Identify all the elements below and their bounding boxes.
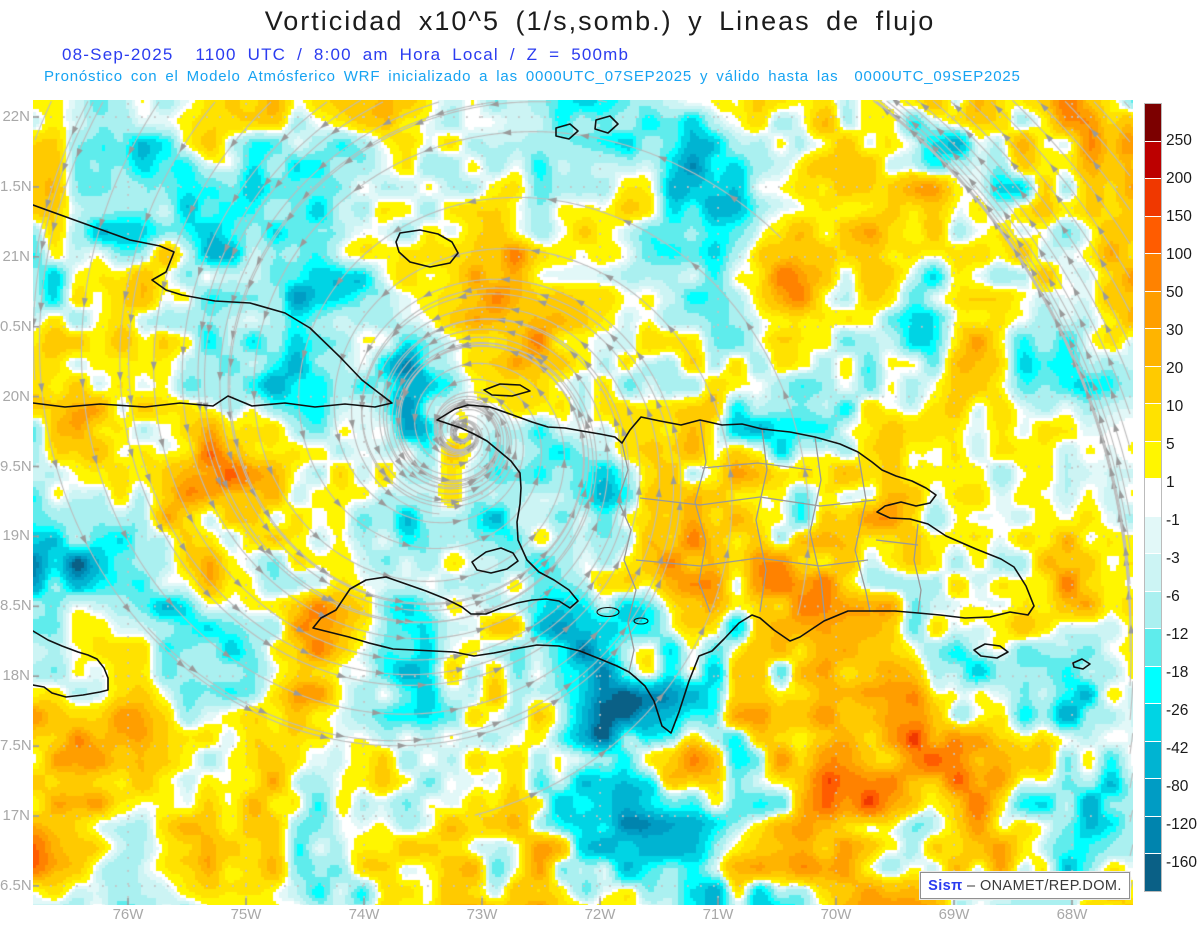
colorbar-tick-label: -42 [1166,740,1189,757]
vorticity-field-canvas [33,100,1133,905]
colorbar-segment [1145,366,1161,404]
colorbar-segment [1145,779,1161,817]
colorbar-tick-label: 200 [1166,170,1192,187]
map-area [33,100,1133,905]
lon-tick-label: 72W [584,906,616,923]
colorbar-segment [1145,629,1161,667]
colorbar-tick-label: 5 [1166,436,1175,453]
colorbar-segment [1145,554,1161,592]
lon-tick-label: 76W [112,906,144,923]
colorbar-segment [1145,816,1161,854]
colorbar-tick-label: -80 [1166,778,1189,795]
colorbar-segment [1145,291,1161,329]
colorbar-segment [1145,441,1161,479]
watermark-org: ONAMET/REP.DOM. [979,877,1122,894]
lat-tick-label: 9.5N [0,457,32,475]
colorbar-tick-label: -160 [1166,854,1198,871]
lat-tick-label: 17N [2,807,30,824]
colorbar-segment [1145,104,1161,142]
colorbar-tick-label: 50 [1166,284,1184,301]
colorbar-tick-label: 10 [1166,398,1184,415]
colorbar-segment [1145,666,1161,704]
colorbar-tick-label: 100 [1166,246,1192,263]
lon-tick-label: 71W [702,906,734,923]
colorbar-segment [1145,216,1161,254]
lat-tick-label: 1.5N [0,177,32,195]
colorbar-tick-label: 20 [1166,360,1184,377]
colorbar-segment [1145,854,1161,891]
colorbar-segment [1145,179,1161,217]
colorbar-tick-label: -6 [1166,588,1180,605]
colorbar-tick-label: 1 [1166,474,1175,491]
lat-tick-label: 22N [2,108,30,125]
colorbar-segment [1145,254,1161,292]
colorbar-tick-label: 30 [1166,322,1184,339]
colorbar-segment [1145,479,1161,517]
colorbar-tick-label: -3 [1166,550,1180,567]
lon-tick-label: 73W [466,906,498,923]
colorbar-segment [1145,141,1161,179]
colorbar-segment [1145,329,1161,367]
lat-tick-label: 21N [2,247,30,265]
colorbar-tick-label: 250 [1166,132,1192,149]
watermark-separator: – [962,877,980,894]
colorbar [1144,103,1162,892]
colorbar-tick-label: -1 [1166,512,1180,529]
colorbar-tick-label: 150 [1166,208,1192,225]
lat-tick-label: 0.5N [0,317,32,335]
colorbar-tick-label: -12 [1166,626,1189,643]
colorbar-segment [1145,516,1161,554]
colorbar-segment [1145,404,1161,442]
page-title: Vorticidad x10^5 (1/s,somb.) y Lineas de… [264,6,936,36]
subtitle-model: Pronóstico con el Modelo Atmósferico WRF… [44,68,1021,85]
colorbar-tick-label: -18 [1166,664,1189,681]
lat-tick-label: 7.5N [0,737,32,755]
colorbar-segment [1145,704,1161,742]
lon-tick-label: 74W [348,906,380,923]
colorbar-tick-label: -120 [1166,816,1198,833]
lat-tick-label: 8.5N [0,597,32,615]
lat-tick-label: 19N [2,527,30,545]
lat-tick-label: 18N [2,667,30,685]
lon-tick-label: 75W [230,906,262,923]
lon-tick-label: 69W [938,906,970,923]
colorbar-segment [1145,741,1161,779]
lat-tick-label: 6.5N [0,876,32,894]
subtitle-datetime: 08-Sep-2025 1100 UTC / 8:00 am Hora Loca… [62,45,630,64]
colorbar-segment [1145,591,1161,629]
lat-tick-label: 20N [2,387,30,405]
colorbar-tick-label: -26 [1166,702,1189,719]
lon-tick-label: 70W [820,906,852,923]
watermark-badge: Sisπ – ONAMET/REP.DOM. [920,872,1130,899]
lon-tick-label: 68W [1056,906,1088,923]
watermark-brand: Sisπ [928,877,963,894]
